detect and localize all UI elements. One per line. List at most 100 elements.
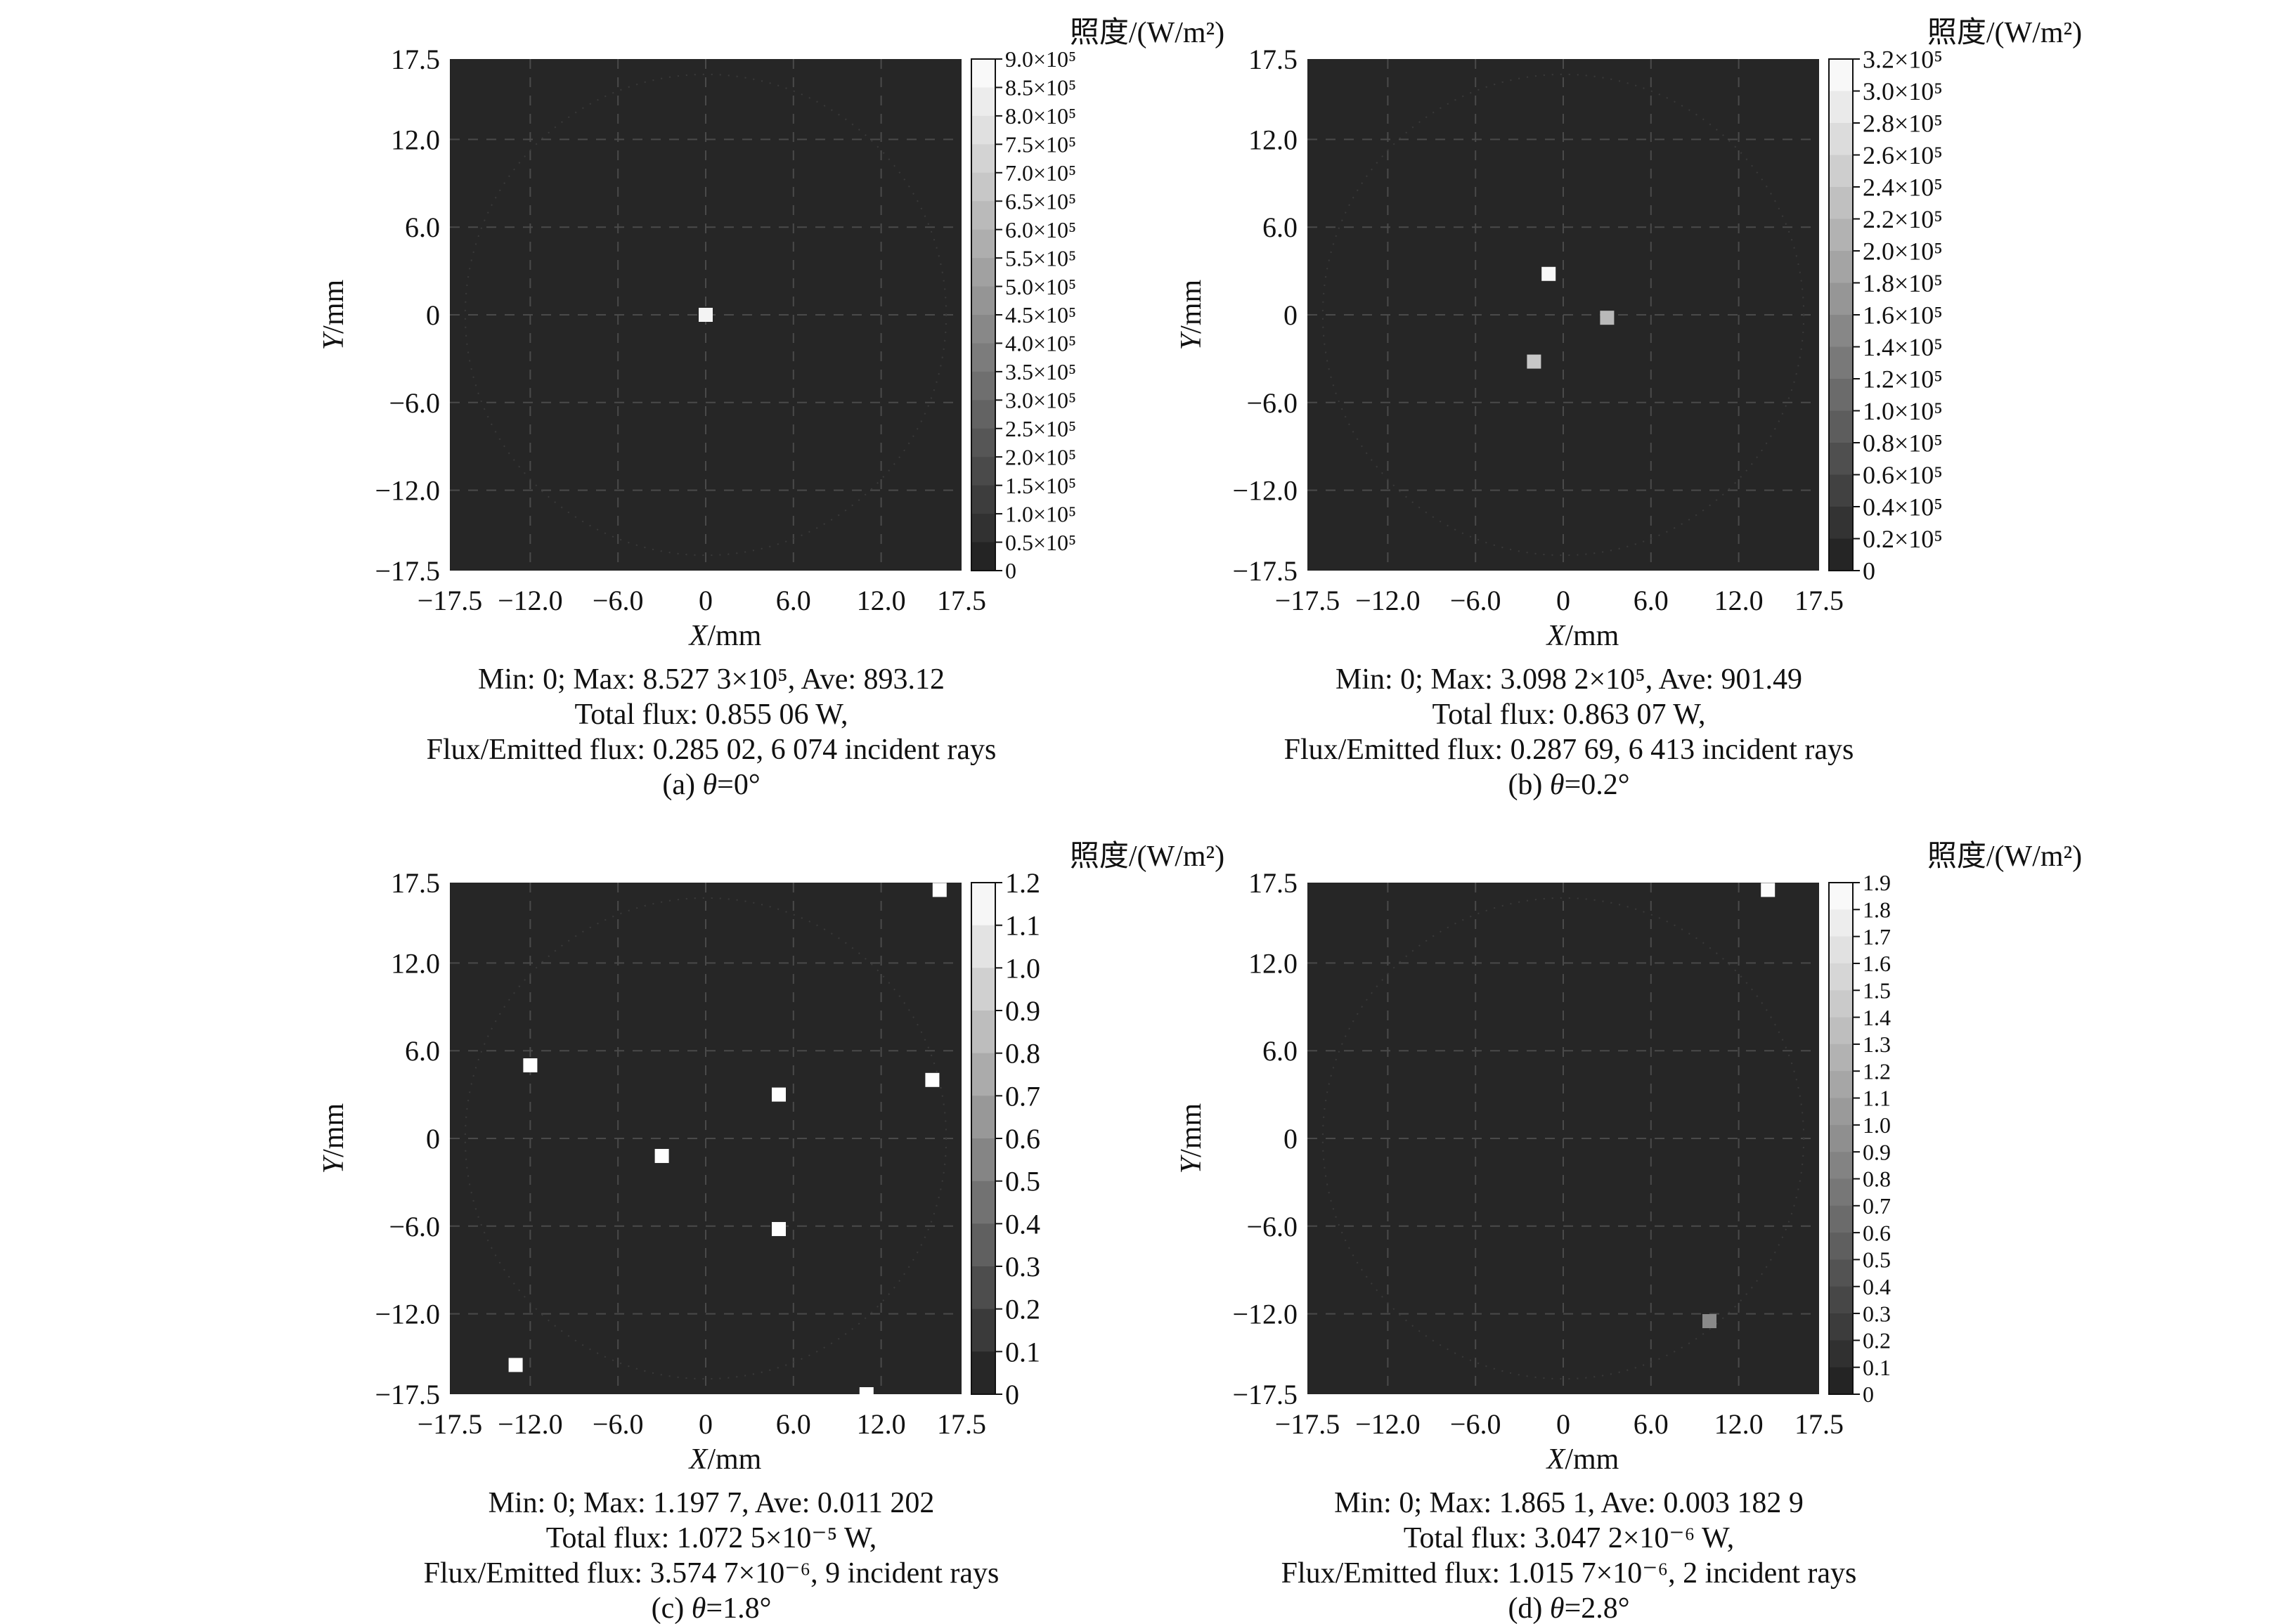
colorbar-step: [971, 1138, 995, 1182]
colorbar-step: [1829, 410, 1853, 443]
colorbar-label: 照度/(W/m²): [1927, 17, 2082, 49]
detector-outline: [464, 73, 948, 557]
colorbar-step: [1829, 1044, 1853, 1072]
colorbar-tick-label: 1.9: [1863, 870, 1891, 895]
x-tick-label: −6.0: [1450, 585, 1501, 616]
colorbar-step: [971, 201, 995, 230]
colorbar-tick-label: 1.8: [1863, 897, 1891, 923]
colorbar-tick-label: 0.1: [1863, 1355, 1891, 1380]
x-tick-label: −12.0: [498, 585, 563, 616]
colorbar-tick-label: 0.7: [1863, 1193, 1891, 1219]
x-axis-label: X/mm: [1546, 620, 1619, 652]
colorbar-step: [1829, 1313, 1853, 1341]
x-axis-label: X/mm: [688, 620, 762, 652]
x-axis-label: X/mm: [1546, 1443, 1619, 1476]
colorbar-step: [1829, 909, 1853, 937]
colorbar-tick-label: 1.2: [1005, 867, 1040, 899]
colorbar-step: [1829, 1017, 1853, 1045]
colorbar: 9.0×10⁵ 8.5×10⁵ 8.0×10⁵ 7.5×10⁵ 7.0×10⁵6.5×1…: [971, 17, 1224, 583]
colorbar-tick-label: 1.1: [1863, 1086, 1891, 1111]
irradiance-spot: [523, 1058, 538, 1072]
irradiance-spot: [699, 308, 713, 322]
colorbar-step: [971, 883, 995, 926]
colorbar-step: [971, 144, 995, 174]
y-tick-label: −12.0: [1232, 475, 1298, 507]
colorbar-tick-label: 2.4×10⁵: [1863, 174, 1943, 202]
colorbar-step: [1829, 474, 1853, 507]
colorbar-label: 照度/(W/m²): [1927, 840, 2082, 873]
colorbar-step: [971, 1096, 995, 1139]
colorbar-tick-label: 2.8×10⁵: [1863, 110, 1943, 138]
x-tick-label: 6.0: [1634, 1408, 1669, 1440]
colorbar-step: [971, 400, 995, 429]
colorbar-tick-label: 1.2: [1863, 1058, 1891, 1084]
colorbar-step: [971, 1181, 995, 1224]
x-tick-label: 17.5: [937, 1408, 986, 1440]
y-tick-label: 0: [426, 299, 440, 331]
colorbar-label: 照度/(W/m²): [1070, 840, 1224, 873]
colorbar-step: [1829, 1367, 1853, 1395]
x-tick-label: −12.0: [1355, 585, 1421, 616]
colorbar-tick-label: 0.6×10⁵: [1863, 461, 1943, 489]
colorbar-step: [971, 1223, 995, 1267]
y-axis-label: Y/mm: [1175, 279, 1208, 350]
colorbar-step: [1829, 1205, 1853, 1233]
colorbar-step: [1829, 379, 1853, 411]
colorbar-frame: [1828, 882, 1854, 1395]
colorbar-step: [971, 925, 995, 968]
x-tick-label: 6.0: [1634, 585, 1669, 616]
chart-panel-2: 17.5 12.0 6.0 0 −6.0 −12.0 −17.5−17.5 −12.0 −6.0…: [1175, 17, 2082, 801]
colorbar-tick-label: 0.5: [1863, 1247, 1891, 1273]
irradiance-spot: [1702, 1314, 1716, 1328]
colorbar-step: [1829, 883, 1853, 910]
y-tick-label: −17.5: [375, 555, 440, 587]
panel-caption: (c) θ=1.8°: [652, 1592, 772, 1624]
stats-line: Total flux: 1.072 5×10⁻⁵ W,: [546, 1522, 877, 1554]
colorbar-tick-label: 0.2: [1005, 1294, 1040, 1325]
x-tick-label: −6.0: [593, 585, 644, 616]
colorbar-tick-label: 1.7: [1863, 924, 1891, 949]
colorbar-tick-label: 6.5×10⁵: [1005, 188, 1076, 214]
colorbar-tick-label: 3.0×10⁵: [1863, 77, 1943, 105]
colorbar-tick-label: 4.5×10⁵: [1005, 302, 1076, 327]
colorbar-tick-label: 5.0×10⁵: [1005, 274, 1076, 299]
y-tick-label: 17.5: [391, 44, 440, 75]
colorbar-step: [971, 286, 995, 316]
x-tick-label: −6.0: [1450, 1408, 1501, 1440]
stats-line: Flux/Emitted flux: 0.287 69, 6 413 incid…: [1284, 734, 1854, 766]
colorbar-tick-label: 0.4×10⁵: [1863, 493, 1943, 521]
x-tick-label: 12.0: [857, 1408, 906, 1440]
colorbar-tick-label: 3.0×10⁵: [1005, 388, 1076, 413]
colorbar-tick-label: 1.5: [1863, 977, 1891, 1003]
stats-line: Flux/Emitted flux: 3.574 7×10⁻⁶, 9 incid…: [424, 1557, 1000, 1590]
panel-caption: (a) θ=0°: [662, 769, 760, 801]
x-tick-label: 0: [1556, 585, 1570, 616]
y-tick-label: −17.5: [375, 1379, 440, 1410]
y-tick-label: −17.5: [1232, 1379, 1298, 1410]
y-axis-label: Y/mm: [1175, 1103, 1208, 1174]
colorbar-tick-label: 4.0×10⁵: [1005, 331, 1076, 356]
stats-line: Min: 0; Max: 3.098 2×10⁵, Ave: 901.49: [1335, 663, 1802, 696]
x-tick-label: 0: [699, 1408, 713, 1440]
colorbar-step: [971, 115, 995, 145]
colorbar-step: [971, 457, 995, 486]
colorbar-step: [971, 1266, 995, 1310]
colorbar-tick-label: 1.3: [1863, 1032, 1891, 1057]
colorbar-step: [971, 258, 995, 287]
stats-line: Total flux: 3.047 2×10⁻⁶ W,: [1404, 1522, 1735, 1554]
colorbar-tick-label: 1.4: [1863, 1005, 1891, 1030]
irradiance-spot: [859, 1387, 874, 1401]
colorbar-step: [971, 1053, 995, 1096]
y-tick-label: 0: [426, 1123, 440, 1155]
y-tick-label: 6.0: [405, 212, 440, 243]
colorbar-tick-label: 0.8: [1005, 1038, 1040, 1070]
colorbar-tick-label: 8.5×10⁵: [1005, 75, 1076, 100]
colorbar-tick-label: 2.6×10⁵: [1863, 141, 1943, 169]
colorbar-step: [1829, 507, 1853, 539]
y-tick-label: −6.0: [1246, 1211, 1298, 1242]
colorbar-tick-label: 1.6×10⁵: [1863, 301, 1943, 330]
colorbar-tick-label: 0.1: [1005, 1336, 1040, 1368]
y-axis-label: Y/mm: [318, 1103, 350, 1174]
x-tick-label: 12.0: [857, 585, 906, 616]
